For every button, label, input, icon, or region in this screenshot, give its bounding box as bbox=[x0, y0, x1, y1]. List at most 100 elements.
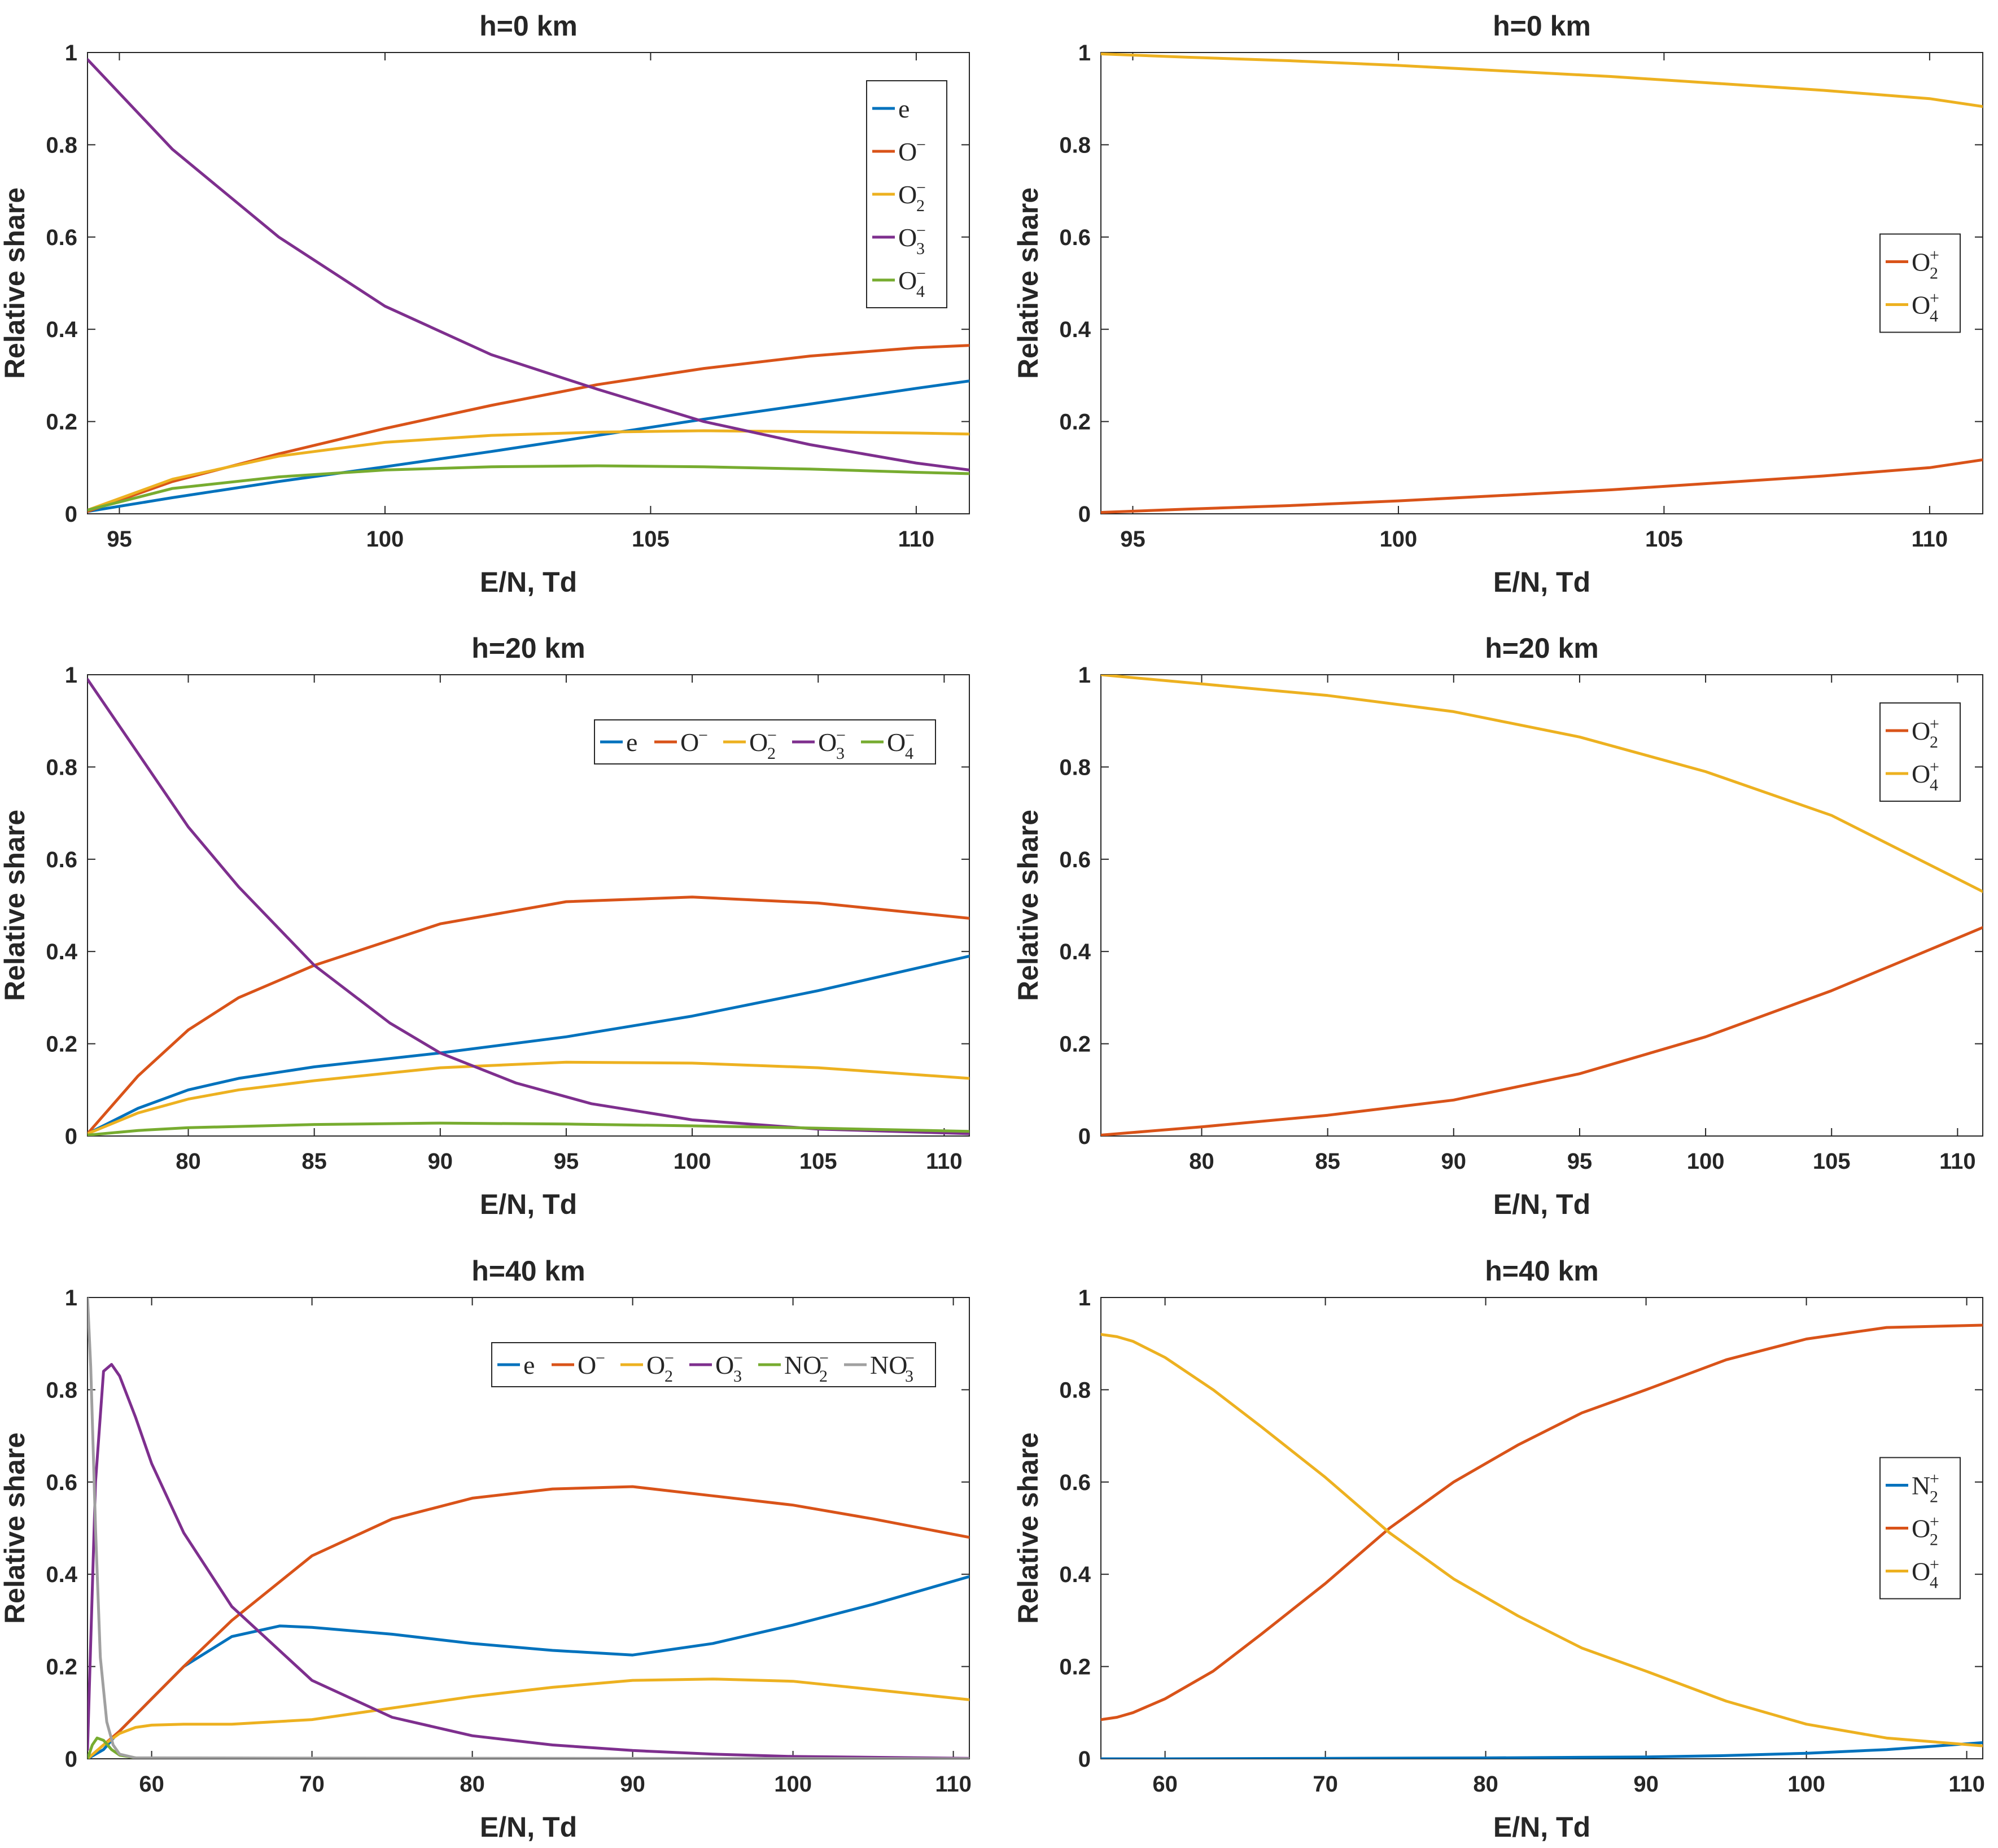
y-tick-label: 0.6 bbox=[1059, 1470, 1091, 1495]
legend-label-sub: 4 bbox=[1930, 1574, 1938, 1592]
legend-label-o: O bbox=[680, 728, 699, 757]
series-line-o2 bbox=[88, 1060, 969, 1135]
x-tick-label: 100 bbox=[1787, 1772, 1825, 1797]
legend-label-n2: N bbox=[1912, 1471, 1930, 1500]
series-line-o2 bbox=[88, 1677, 969, 1759]
y-tick-label: 0.4 bbox=[46, 317, 77, 342]
x-tick-label: 110 bbox=[1948, 1772, 1985, 1797]
y-tick-label: 1 bbox=[65, 41, 77, 65]
legend-label-base: O bbox=[898, 266, 917, 295]
legend-label-base: e bbox=[898, 94, 910, 123]
legend-label-base: O bbox=[1912, 1557, 1930, 1586]
x-tick-label: 105 bbox=[1813, 1149, 1851, 1174]
series-line-n2 bbox=[1101, 1741, 1983, 1759]
legend-label-base: O bbox=[578, 1351, 596, 1379]
legend-label-base: O bbox=[1912, 248, 1930, 277]
plot-area bbox=[1100, 1297, 1983, 1759]
x-tick-label: 60 bbox=[1152, 1772, 1178, 1797]
x-axis-label: E/N, Td bbox=[1493, 1811, 1590, 1843]
chart-title: h=20 km bbox=[1485, 632, 1599, 664]
legend-label-no2: NO bbox=[784, 1351, 821, 1379]
legend-label-sub: 2 bbox=[767, 744, 776, 763]
series-line-o3 bbox=[88, 1363, 969, 1759]
x-tick-label: 70 bbox=[299, 1772, 325, 1797]
legend-label-base: O bbox=[1912, 291, 1930, 320]
legend-label-e: e bbox=[626, 728, 637, 757]
legend-label-o2: O bbox=[1912, 717, 1930, 745]
x-axis-label: E/N, Td bbox=[1493, 566, 1590, 598]
panel-h20-negative-ions: h=20 km E/N, Td Relative share 80 85 90 95 100 1… bbox=[0, 632, 970, 1220]
x-tick-label: 110 bbox=[926, 1149, 963, 1174]
legend-label-base: O bbox=[1912, 1514, 1930, 1543]
chart-title: h=0 km bbox=[1493, 10, 1591, 42]
legend-label-sup: − bbox=[916, 136, 926, 154]
x-tick-label: 100 bbox=[1687, 1149, 1725, 1174]
legend-label-o4: O bbox=[898, 266, 917, 295]
legend-label-sub: 4 bbox=[1930, 776, 1938, 794]
legend-label-sup: − bbox=[664, 1349, 674, 1368]
legend-label-sup: − bbox=[836, 726, 846, 745]
y-tick-label: 0.4 bbox=[46, 1562, 77, 1587]
series-line-o3 bbox=[88, 58, 969, 471]
legend-label-sup: − bbox=[916, 264, 926, 283]
legend-label-o4: O bbox=[1912, 759, 1930, 788]
series-line-o bbox=[88, 1485, 969, 1759]
legend-label-sup: + bbox=[1930, 1470, 1939, 1488]
x-tick-label: 80 bbox=[1189, 1149, 1214, 1174]
x-axis-label: E/N, Td bbox=[480, 566, 577, 598]
legend-label-o3: O bbox=[715, 1351, 734, 1379]
x-axis-label: E/N, Td bbox=[480, 1811, 577, 1843]
x-tick-label: 85 bbox=[1315, 1149, 1340, 1174]
x-tick-label: 95 bbox=[554, 1149, 579, 1174]
legend-label-sup: + bbox=[1930, 289, 1939, 308]
chart-title: h=20 km bbox=[471, 632, 585, 664]
legend-label-sup: + bbox=[1930, 246, 1939, 265]
chart-title: h=40 km bbox=[471, 1255, 585, 1287]
x-axis-label: E/N, Td bbox=[1493, 1189, 1590, 1220]
y-tick-label: 0.6 bbox=[46, 847, 77, 872]
legend-label-sub: 3 bbox=[733, 1367, 742, 1386]
plot-area bbox=[1100, 52, 1983, 514]
x-tick-label: 110 bbox=[935, 1772, 972, 1797]
legend-label-o2: O bbox=[898, 180, 917, 209]
legend-label-o3: O bbox=[818, 728, 837, 757]
y-axis-label: Relative share bbox=[0, 187, 30, 379]
legend-label-sub: 2 bbox=[1930, 1488, 1938, 1506]
x-tick-label: 90 bbox=[1633, 1772, 1659, 1797]
x-tick-label: 110 bbox=[1939, 1149, 1976, 1174]
legend-label-o2: O bbox=[646, 1351, 665, 1379]
legend-label-sup: + bbox=[1930, 715, 1939, 733]
legend-label-o4: O bbox=[887, 728, 906, 757]
series-line-o3 bbox=[88, 678, 969, 1135]
plot-area bbox=[1100, 674, 1983, 1137]
legend-label-sup: + bbox=[1930, 1556, 1939, 1574]
x-tick-label: 100 bbox=[366, 527, 404, 552]
y-tick-label: 1 bbox=[1078, 663, 1091, 688]
legend-label-base: O bbox=[898, 180, 917, 209]
legend-label-base: NO bbox=[784, 1351, 821, 1379]
legend-label-sub: 4 bbox=[1930, 307, 1938, 326]
x-tick-label: 90 bbox=[1441, 1149, 1467, 1174]
x-tick-label: 105 bbox=[632, 527, 670, 552]
x-tick-label: 95 bbox=[107, 527, 132, 552]
legend-label-sup: − bbox=[767, 726, 777, 745]
series-line-o4 bbox=[88, 1121, 969, 1136]
series-line-o2 bbox=[1101, 1323, 1983, 1722]
legend-label-base: O bbox=[1912, 717, 1930, 745]
legend-label-o2: O bbox=[1912, 248, 1930, 277]
y-tick-label: 0.4 bbox=[1059, 940, 1091, 964]
series-line-o4 bbox=[1101, 675, 1983, 893]
y-tick-label: 0.8 bbox=[46, 755, 77, 780]
y-tick-label: 0 bbox=[1078, 1124, 1091, 1149]
legend-label-base: O bbox=[898, 137, 917, 166]
panel-h40-positive-ions: h=40 km E/N, Td Relative share 60 70 80 90 100 1… bbox=[1012, 1255, 1985, 1843]
legend-label-sup: − bbox=[905, 726, 915, 745]
legend-label-sub: 3 bbox=[836, 744, 845, 763]
legend-label-o2: O bbox=[749, 728, 768, 757]
legend-label-o4: O bbox=[1912, 291, 1930, 320]
x-tick-label: 105 bbox=[799, 1149, 837, 1174]
y-tick-label: 0.6 bbox=[46, 1470, 77, 1495]
legend: N+2O+2O+4 bbox=[1879, 1457, 1961, 1600]
